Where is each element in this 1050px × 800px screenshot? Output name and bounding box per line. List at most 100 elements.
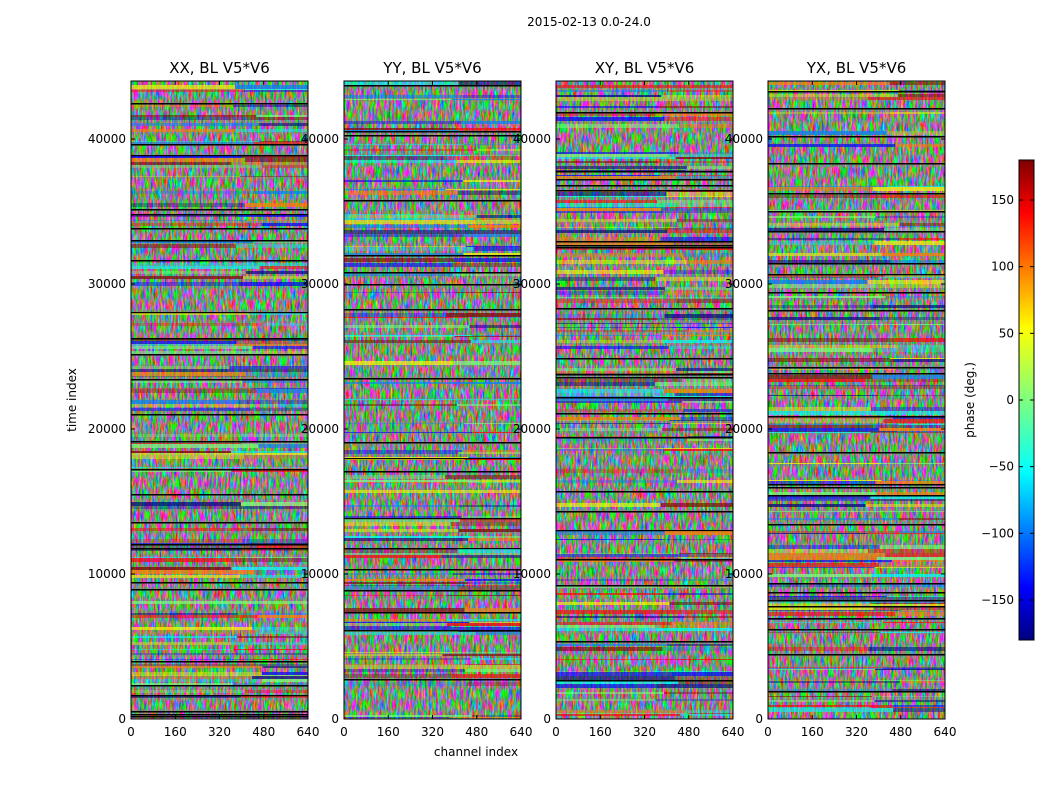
heatmap-row [556,436,689,437]
heatmap-row [768,90,899,91]
heatmap-row [474,220,521,224]
heatmap-row [768,226,900,227]
heatmap-row [768,463,882,464]
heatmap-row [252,627,308,630]
heatmap-gap-line [131,240,308,242]
heatmap-row [556,428,663,431]
heatmap-row [874,567,945,568]
y-tick-label: 20000 [725,422,763,436]
heatmap-row [344,623,448,626]
heatmap-row [768,560,892,562]
heatmap-gap-line [344,135,521,137]
heatmap-row [475,480,521,482]
heatmap-row [450,522,521,526]
heatmap-row [768,187,873,191]
heatmap-row [656,684,733,688]
y-tick-label: 40000 [513,132,551,146]
heatmap-row [666,192,733,196]
heatmap-gap-line [768,495,945,497]
heatmap-row [672,579,733,581]
heatmap-row [667,644,733,646]
heatmap-row [556,112,656,116]
heatmap-row [662,647,733,651]
heatmap-gap-line [556,374,733,376]
heatmap-row [882,667,945,668]
heatmap-row [871,425,945,428]
heatmap-row [676,219,733,222]
heatmap-row [131,271,246,274]
heatmap-row [768,622,883,623]
heatmap-panel: XX, BL V5*V6 0 160 320 480 640 0 10000 20000 3000… [88,59,320,739]
heatmap-row [768,511,888,512]
heatmap-row [464,579,521,581]
y-tick-label: 20000 [88,422,126,436]
heatmap-row [768,241,875,245]
heatmap-row [344,404,457,406]
heatmap-row [556,170,686,171]
heatmap-row [556,260,687,264]
heatmap-row [556,557,676,558]
heatmap-row [238,282,308,286]
heatmap-row [131,90,244,92]
heatmap-row [344,336,455,337]
heatmap-row [556,684,657,688]
heatmap-row [468,155,521,156]
heatmap-row [344,234,465,237]
heatmap-row [874,669,945,670]
heatmap-row [452,674,521,678]
heatmap-row [131,282,239,286]
heatmap-row [873,606,945,610]
heatmap-row [660,237,733,241]
heatmap-gap-line [344,590,521,592]
heatmap-row [252,117,308,120]
heatmap-row [768,604,869,606]
heatmap-row [556,382,655,386]
heatmap-gap-line [344,548,521,550]
heatmap-row [131,158,245,162]
heatmap-row [556,85,688,88]
heatmap-row [556,373,686,374]
heatmap-row [234,344,308,346]
heatmap-row [768,696,873,697]
heatmap-row [556,175,660,176]
heatmap-row [768,668,884,669]
heatmap-row [768,499,873,501]
heatmap-gap-line [344,679,521,681]
heatmap-row [344,382,450,384]
heatmap-row [344,536,472,538]
heatmap-row [344,459,465,460]
heatmap-row [131,176,240,177]
heatmap-row [679,659,733,660]
heatmap-row [556,176,676,179]
heatmap-row [872,499,945,501]
heatmap-row [131,244,236,248]
heatmap-row [899,411,945,415]
heatmap-gap-line [131,228,308,230]
heatmap-row [344,658,472,660]
heatmap-row [131,313,249,315]
heatmap-row [474,218,521,220]
heatmap-row [670,423,733,424]
heatmap-gap-line [344,471,521,473]
heatmap-row [240,502,308,506]
heatmap-row [768,223,900,226]
heatmap-row [344,399,455,400]
heatmap-row [469,230,521,234]
heatmap-row [556,97,680,101]
heatmap-row [258,444,308,448]
heatmap-row [244,690,308,693]
heatmap-row [556,680,679,684]
heatmap-gap-line [131,544,308,546]
x-tick-label: 640 [297,725,320,739]
heatmap-row [893,324,945,325]
heatmap-row [867,280,945,284]
heatmap-row [664,531,733,535]
heatmap-row [688,436,733,437]
heatmap-row [664,117,733,121]
heatmap-row [768,296,886,298]
heatmap-row [678,124,733,128]
heatmap-row [131,601,252,604]
heatmap-row [131,85,236,89]
heatmap-row [229,366,308,369]
heatmap-row [447,595,521,596]
